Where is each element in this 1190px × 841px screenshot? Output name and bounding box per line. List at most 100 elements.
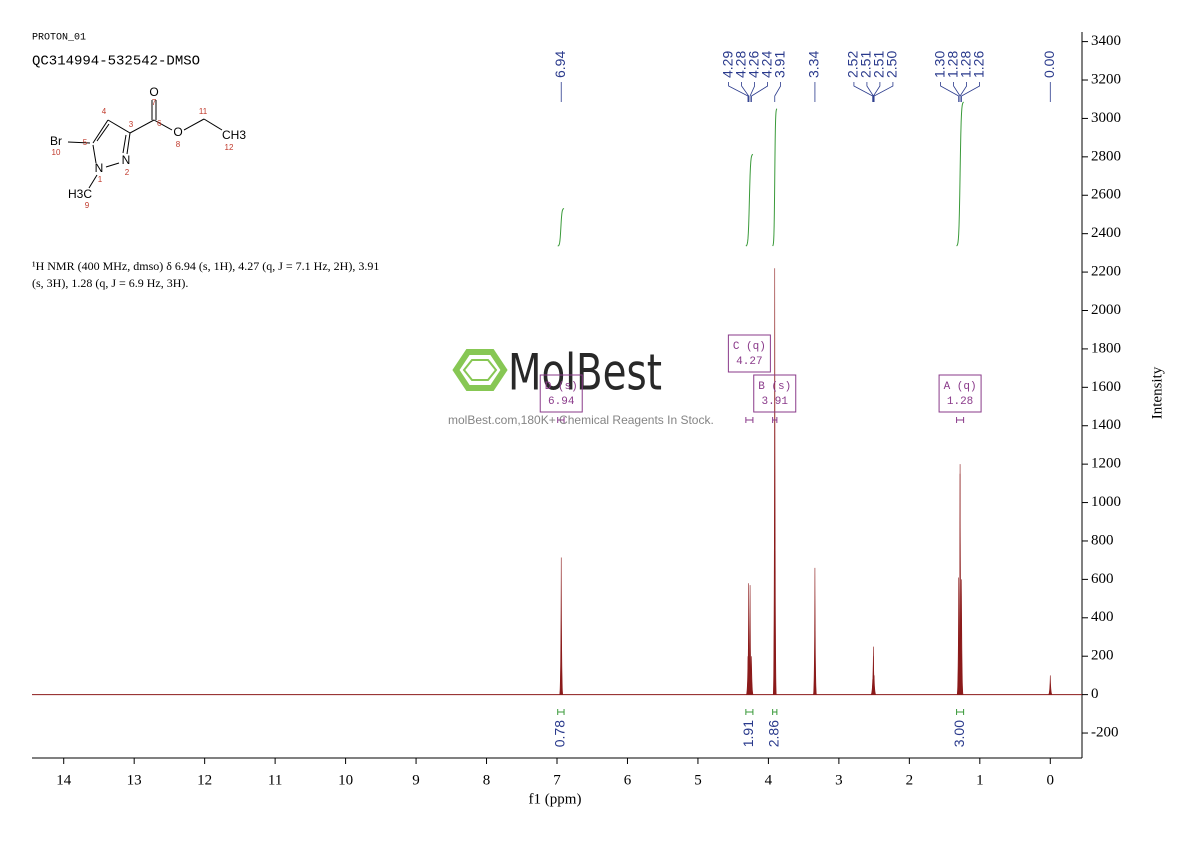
integral-range	[557, 709, 565, 715]
multiplet-name: D (s)	[545, 381, 578, 393]
y-tick-label: 2400	[1091, 225, 1121, 241]
bond	[107, 119, 131, 134]
title: PROTON_01	[32, 33, 86, 44]
peak	[959, 579, 964, 695]
integral-curve	[745, 153, 754, 247]
multiplet-shift: 6.94	[548, 396, 575, 408]
atom-number: 12	[225, 143, 234, 152]
x-tick-label: 7	[553, 772, 561, 788]
multiplet-name: A (q)	[944, 381, 977, 393]
multiplet-shift: 4.27	[736, 356, 762, 368]
y-tick-label: 3000	[1091, 110, 1121, 126]
x-tick-label: 12	[197, 772, 212, 788]
integral-label: 1.91	[740, 720, 756, 747]
peak-label: 3.91	[771, 51, 787, 78]
bond	[183, 118, 205, 131]
multiplet-box	[727, 334, 771, 373]
peak	[559, 557, 564, 695]
y-tick-label: -200	[1091, 724, 1119, 740]
integral-range	[772, 709, 778, 715]
y-tick-label: 1600	[1091, 379, 1121, 395]
peak-label: 4.29	[719, 51, 735, 78]
multiplet-name: C (q)	[733, 341, 766, 353]
atom-number: 4	[102, 107, 107, 116]
integral-label: 0.78	[552, 720, 568, 747]
bond	[92, 119, 109, 144]
peak-label-connector	[961, 82, 980, 102]
multiplet-shift: 1.28	[947, 396, 973, 408]
structure: O 7 6 O 8 11 CH3 12 4 3 Br 10 5 N 2 N 1 …	[50, 85, 246, 210]
bond	[96, 123, 110, 142]
integral-label: 2.86	[765, 720, 781, 747]
watermark-tagline: molBest.com,180K+ Chemical Reagents In S…	[448, 413, 714, 427]
y-tick-label: 2600	[1091, 187, 1121, 203]
atom-number: 3	[129, 120, 134, 129]
multiplet-shift: 3.91	[762, 396, 789, 408]
peak-label-connector	[959, 82, 967, 102]
y-axis-label: Intensity	[1149, 366, 1165, 419]
atom-number: 9	[85, 201, 90, 210]
multiplet-range	[772, 417, 778, 423]
atom-number: 11	[199, 107, 208, 116]
atom-number: 1	[98, 175, 103, 184]
integral-range	[956, 709, 965, 715]
peak-label: 2.51	[871, 51, 887, 78]
multiplet-range	[557, 417, 565, 423]
peak	[749, 656, 754, 695]
integral-curve	[557, 208, 565, 247]
watermark-brand: MolBest	[508, 344, 662, 402]
atom-number: 8	[176, 140, 181, 149]
atom-label: O	[149, 85, 158, 99]
y-tick-label: 1800	[1091, 340, 1121, 356]
atom-number: 2	[125, 168, 130, 177]
atom-number: 10	[52, 148, 61, 157]
y-tick-label: 1000	[1091, 494, 1121, 510]
peak-label-connector	[873, 82, 894, 102]
y-tick-label: 3400	[1091, 33, 1121, 49]
bond	[122, 134, 127, 154]
y-tick-label: 2800	[1091, 148, 1121, 164]
multiplet-range	[745, 417, 754, 423]
y-tick-label: 2000	[1091, 302, 1121, 318]
y-tick-label: 800	[1091, 532, 1114, 548]
x-tick-label: 3	[835, 772, 843, 788]
x-tick-label: 6	[624, 772, 632, 788]
peak-label: 4.28	[732, 51, 748, 78]
peak	[772, 268, 777, 695]
y-tick-label: 200	[1091, 648, 1114, 664]
multiplet-box	[938, 374, 982, 413]
peak-label: 6.94	[552, 51, 568, 78]
peak-label-connector	[741, 82, 750, 102]
bond	[67, 141, 91, 144]
x-tick-label: 0	[1047, 772, 1055, 788]
peak-label: 1.28	[944, 51, 960, 78]
peak-label-connector	[774, 82, 781, 102]
integral-curve	[956, 101, 964, 247]
atom-number: 6	[157, 119, 162, 128]
peak-label-connector	[751, 82, 768, 102]
peak-label-connector	[940, 82, 960, 102]
multiplet-box	[753, 374, 797, 413]
peak-label: 3.34	[806, 51, 822, 78]
watermark-logo	[452, 349, 508, 391]
peak-label-connector	[853, 82, 874, 102]
peak-label: 2.52	[845, 51, 861, 78]
bond	[203, 118, 223, 131]
peak-label-connector	[749, 82, 755, 102]
peak-label: 1.30	[931, 51, 947, 78]
y-tick-label: 400	[1091, 609, 1114, 625]
atom-label: O	[173, 125, 182, 139]
peak	[872, 675, 876, 695]
x-tick-label: 14	[56, 772, 72, 788]
multiplet-name: B (s)	[758, 381, 791, 393]
peak-label: 2.51	[858, 51, 874, 78]
y-tick-label: 3200	[1091, 71, 1121, 87]
x-axis-label: f1 (ppm)	[529, 791, 582, 807]
x-tick-label: 4	[765, 772, 773, 788]
x-tick-label: 8	[483, 772, 491, 788]
peak-label-connector	[953, 82, 961, 102]
bond	[88, 174, 98, 189]
peak-label: 4.26	[745, 51, 761, 78]
